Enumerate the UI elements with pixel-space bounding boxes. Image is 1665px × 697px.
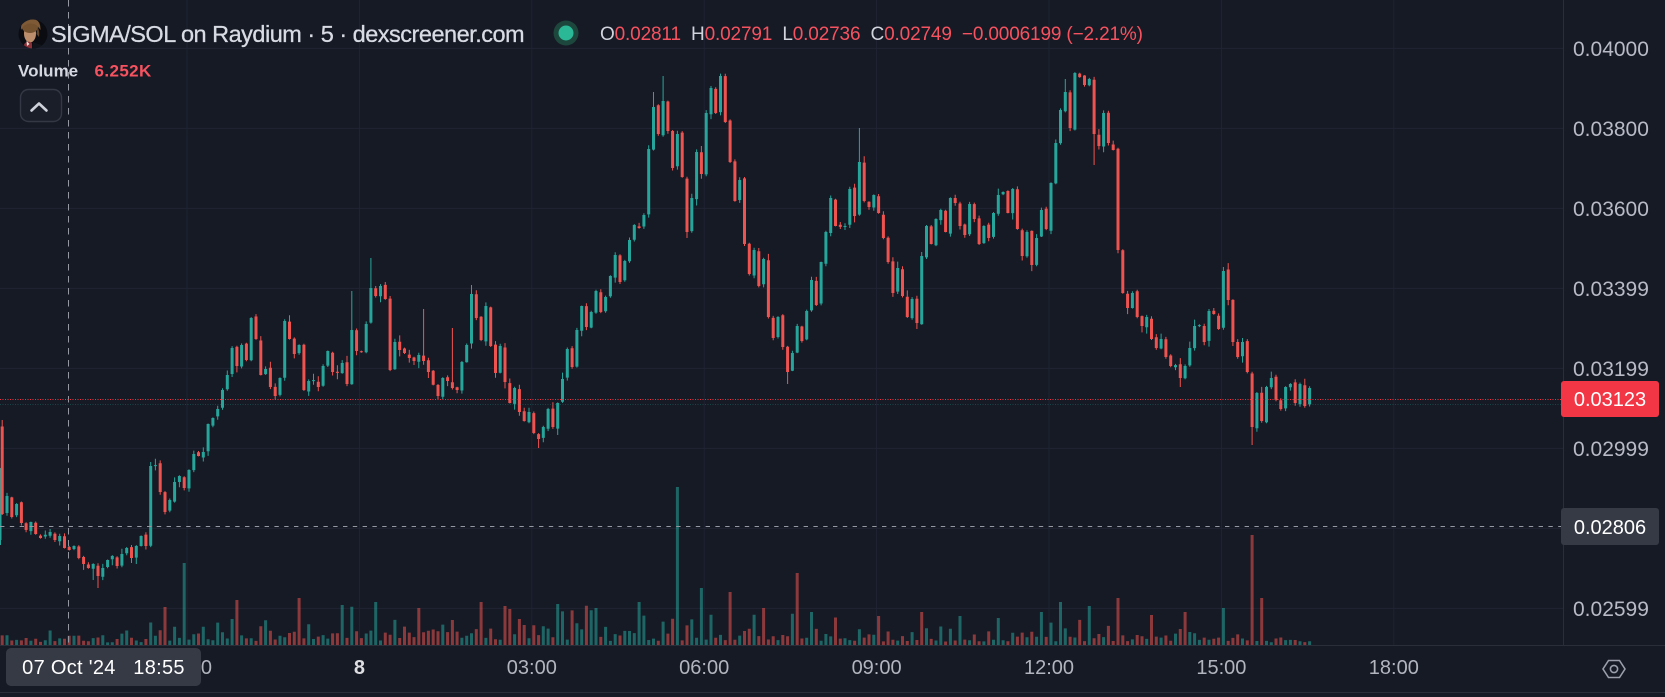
svg-text:0.02999: 0.02999 — [1573, 438, 1649, 461]
svg-text:0.03800: 0.03800 — [1573, 118, 1649, 141]
svg-text:O0.02811 H0.02791 L0.02736 C0.: O0.02811 H0.02791 L0.02736 C0.02749 −0.0… — [600, 24, 1143, 45]
svg-text:SIGMA/SOL on Raydium · 5 · dex: SIGMA/SOL on Raydium · 5 · dexscreener.c… — [51, 21, 524, 47]
svg-text:0.02599: 0.02599 — [1573, 598, 1649, 621]
svg-text:0.02806: 0.02806 — [1574, 517, 1646, 539]
svg-text:03:00: 03:00 — [507, 657, 557, 679]
svg-text:18:00: 18:00 — [1369, 657, 1419, 679]
svg-text:0.03199: 0.03199 — [1573, 358, 1649, 381]
svg-text:0.04000: 0.04000 — [1573, 38, 1649, 61]
svg-text:0.03399: 0.03399 — [1573, 278, 1649, 301]
svg-text:0.03123: 0.03123 — [1574, 389, 1646, 411]
svg-text:06:00: 06:00 — [679, 657, 729, 679]
svg-text:0.03600: 0.03600 — [1573, 198, 1649, 221]
svg-text:8: 8 — [354, 657, 365, 679]
svg-text:Volume: Volume — [18, 62, 78, 81]
svg-text:07 Oct '24 18:55: 07 Oct '24 18:55 — [22, 657, 185, 679]
svg-text:09:00: 09:00 — [852, 657, 902, 679]
svg-text:15:00: 15:00 — [1196, 657, 1246, 679]
svg-text:6.252K: 6.252K — [95, 62, 153, 81]
svg-text:12:00: 12:00 — [1024, 657, 1074, 679]
